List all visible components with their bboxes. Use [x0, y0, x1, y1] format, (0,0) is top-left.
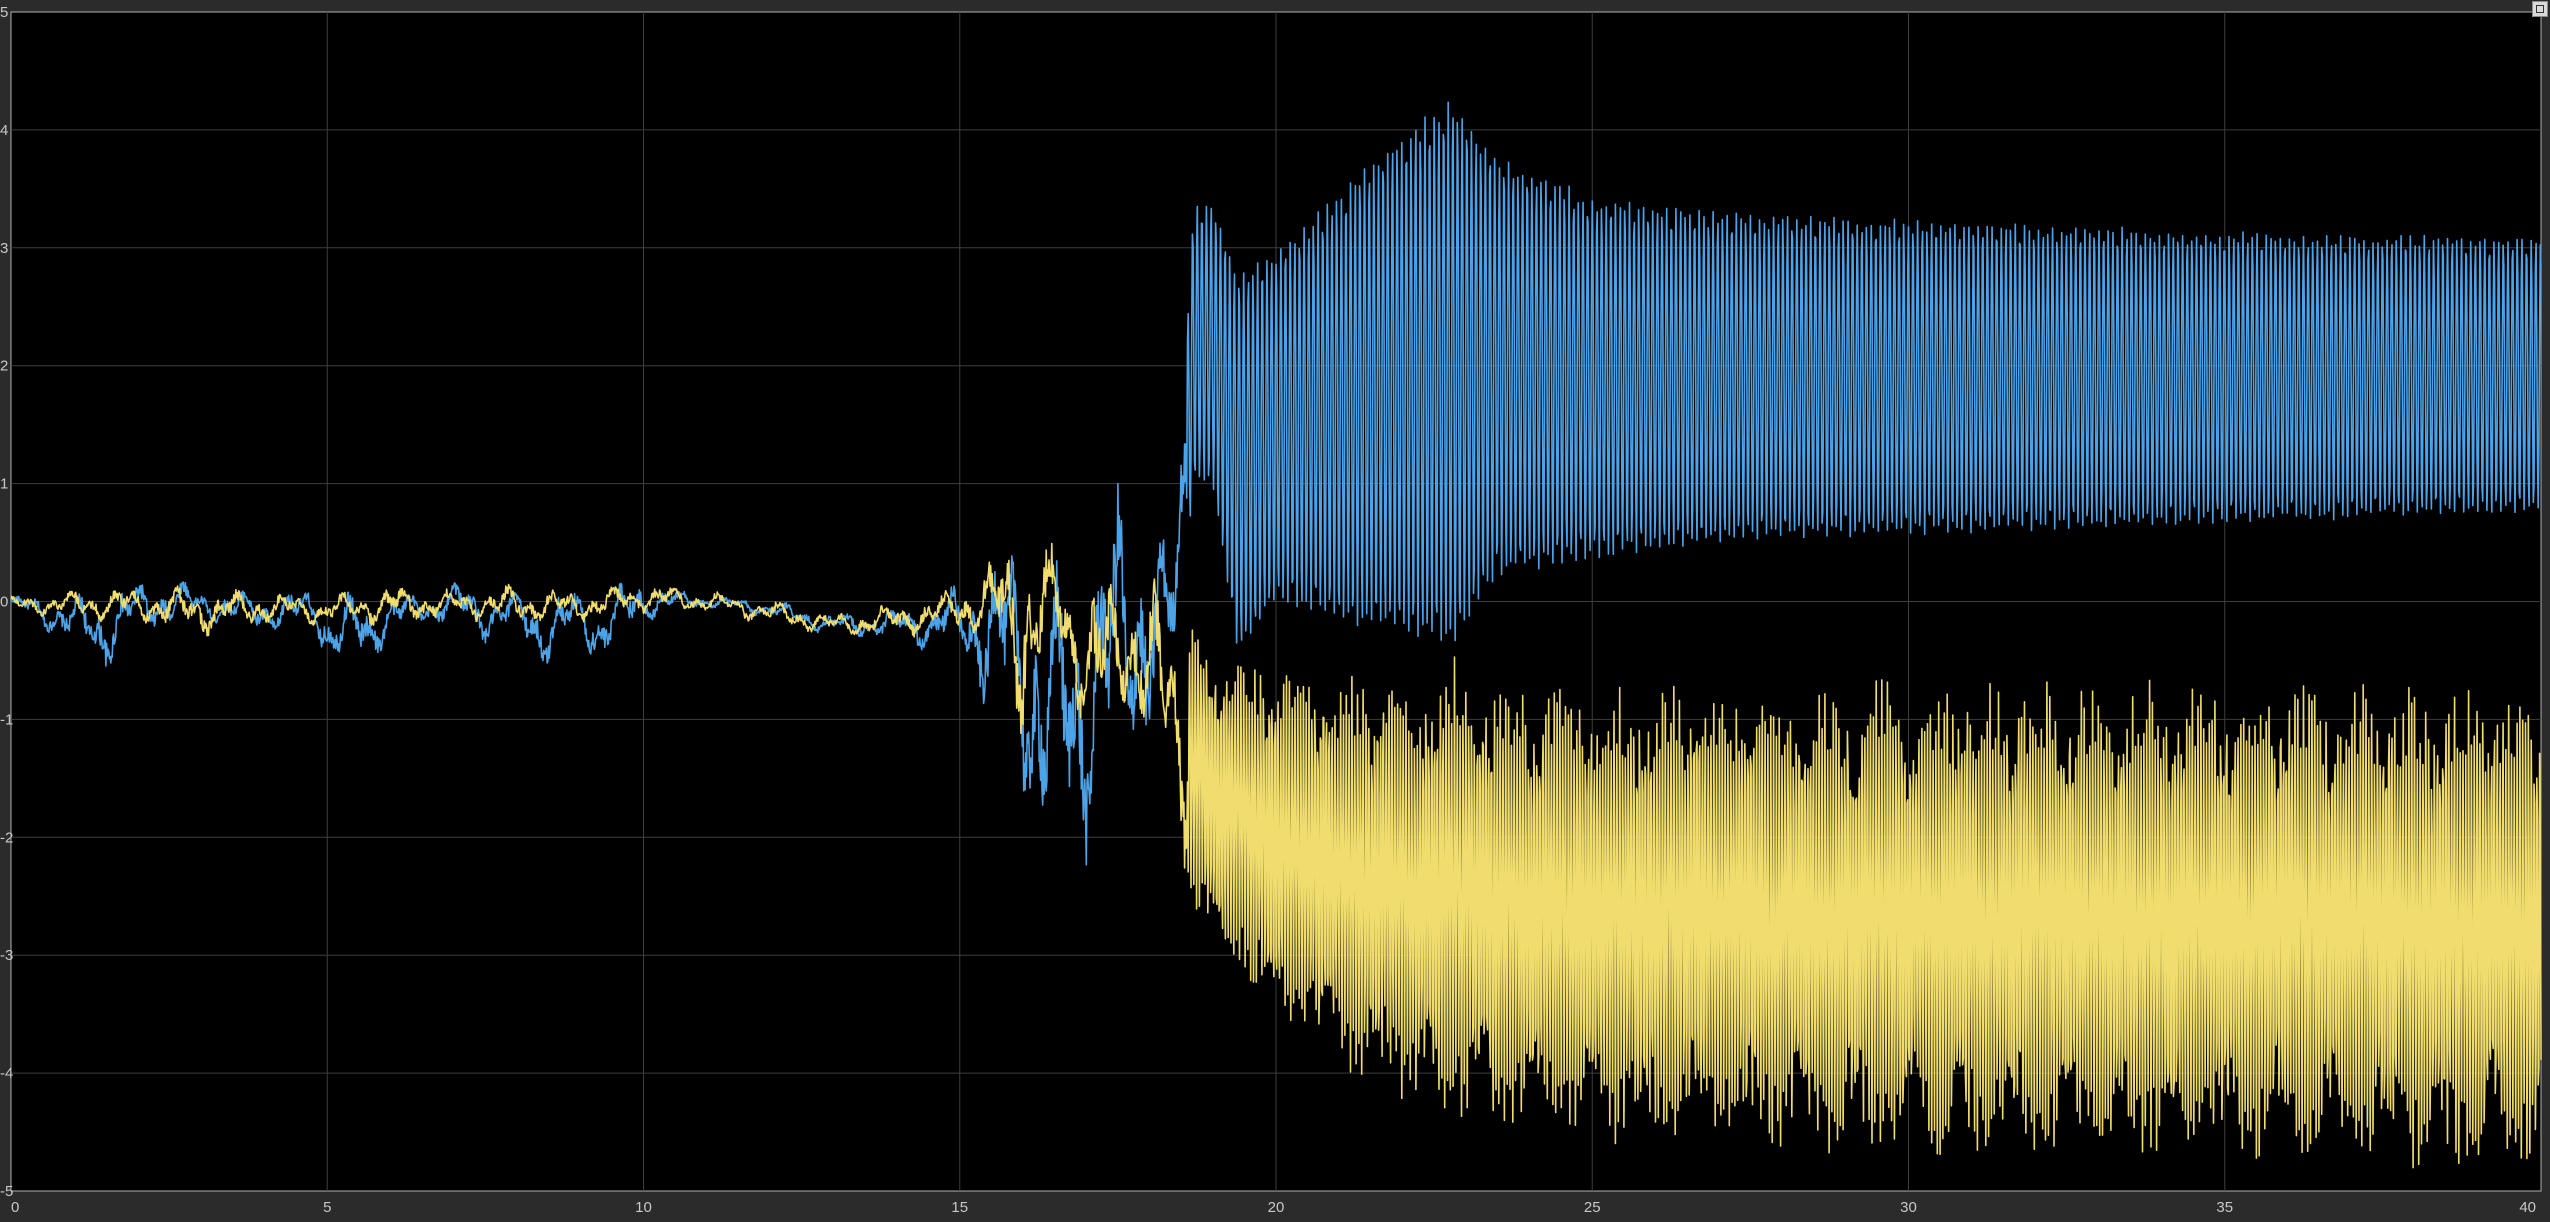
x-tick-label: 15: [951, 1199, 968, 1216]
y-tick-label: 5: [0, 4, 8, 21]
maximize-icon: [2536, 5, 2544, 13]
y-tick-label: -3: [0, 947, 13, 964]
x-tick-label: 25: [1584, 1199, 1601, 1216]
y-tick-label: 1: [0, 476, 8, 493]
series-line-2: [10, 542, 2542, 1169]
x-tick-label: 20: [1268, 1199, 1285, 1216]
y-tick-label: 3: [0, 240, 8, 257]
x-tick-label: 0: [11, 1199, 19, 1216]
maximize-button[interactable]: [2532, 1, 2548, 17]
y-tick-label: 2: [0, 358, 8, 375]
y-tick-label: -1: [0, 711, 13, 728]
x-tick-label: 10: [635, 1199, 652, 1216]
x-tick-label: 40: [2519, 1199, 2536, 1216]
x-tick-label: 35: [2216, 1199, 2233, 1216]
y-tick-label: 4: [0, 122, 8, 139]
y-tick-label: -5: [0, 1183, 13, 1200]
y-tick-label: -2: [0, 829, 13, 846]
y-tick-label: 0: [0, 594, 8, 611]
y-tick-label: -4: [0, 1065, 13, 1082]
x-tick-label: 30: [1900, 1199, 1917, 1216]
x-tick-label: 5: [323, 1199, 331, 1216]
series-layer: [10, 101, 2542, 1169]
